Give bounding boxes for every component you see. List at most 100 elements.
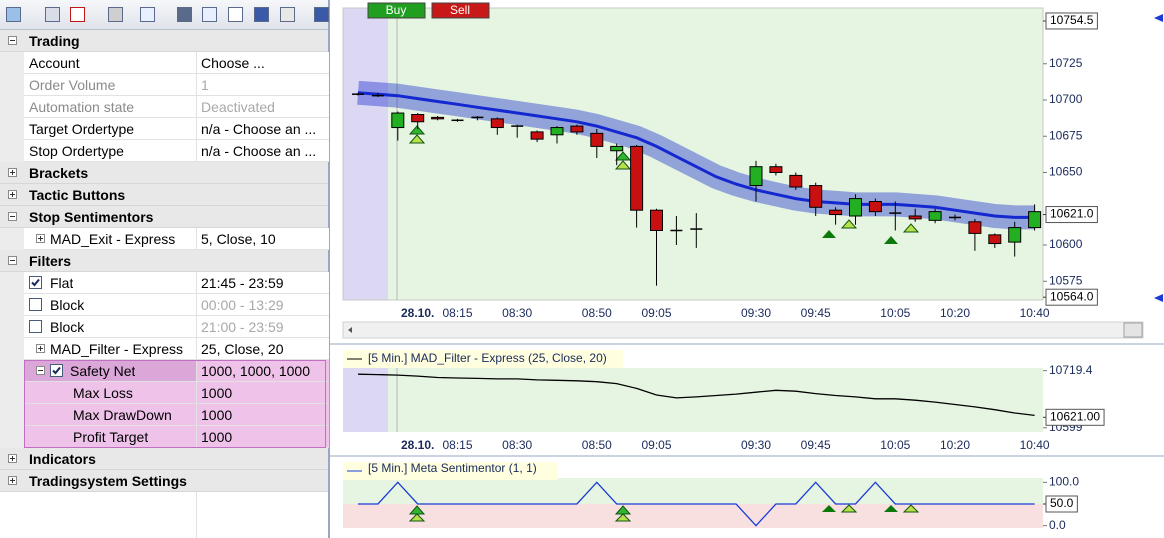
expander[interactable]: [8, 476, 17, 485]
candle-body: [530, 131, 544, 140]
property-row[interactable]: Block 00:00 - 13:29: [0, 294, 329, 316]
toolbar-button[interactable]: [254, 7, 269, 22]
price-marker-box: [1045, 288, 1098, 306]
expander[interactable]: [8, 190, 17, 199]
candle-body: [868, 201, 882, 213]
price-marker-box: [1045, 495, 1078, 513]
trade-button-label: Buy: [386, 3, 407, 17]
candle-body: [1008, 227, 1022, 243]
price-marker-label: 10621.0: [1050, 207, 1094, 221]
property-label: Stop Ordertype: [29, 143, 124, 159]
candle-body: [411, 114, 425, 123]
category-bg: [0, 30, 328, 52]
toolbar-button[interactable]: [280, 7, 295, 22]
property-label: Account: [29, 55, 80, 71]
category-row[interactable]: Stop Sentimentors: [0, 206, 328, 228]
property-value: 00:00 - 13:29: [201, 297, 284, 313]
toolbar-button[interactable]: [202, 7, 217, 22]
row-gutter: [0, 118, 24, 140]
property-row[interactable]: Max Loss 1000: [0, 382, 329, 404]
x-tick-label: 09:30: [741, 306, 771, 320]
candle-body: [650, 209, 663, 231]
category-row[interactable]: Filters: [0, 250, 328, 272]
signal: [902, 504, 920, 513]
property-row[interactable]: Account Choose ...: [0, 52, 329, 74]
property-row[interactable]: Target Ordertype n/a - Choose an ...: [0, 118, 329, 140]
candle-body: [988, 234, 1002, 245]
expander[interactable]: [36, 234, 45, 243]
row-gutter: [0, 140, 24, 162]
x-tick-label: 08:30: [502, 306, 532, 320]
x-tick-label: 09:05: [641, 306, 671, 320]
property-value: n/a - Choose an ...: [201, 143, 317, 159]
signal: [822, 230, 836, 238]
property-row[interactable]: Stop Ordertype n/a - Choose an ...: [0, 140, 329, 162]
category-bg: [0, 250, 328, 272]
x-tick-label: 10:20: [940, 306, 970, 320]
signal: [614, 151, 632, 161]
property-row[interactable]: Flat 21:45 - 23:59: [0, 272, 329, 294]
property-row[interactable]: Order Volume 1: [0, 74, 329, 96]
panel-title: [5 Min.] Meta Sentimentor (1, 1): [368, 461, 537, 475]
trade-button[interactable]: [431, 2, 490, 19]
category-row[interactable]: Trading: [0, 30, 328, 52]
toolbar-button[interactable]: [140, 7, 155, 22]
scrollbar-thumb[interactable]: [1123, 322, 1143, 338]
property-row[interactable]: Safety Net 1000, 1000, 1000: [0, 360, 329, 382]
property-row[interactable]: MAD_Exit - Express 5, Close, 10: [0, 228, 329, 250]
x-tick-label: 09:45: [801, 306, 831, 320]
checkbox[interactable]: [29, 276, 42, 289]
panel-header-bg: [343, 350, 623, 368]
category-row[interactable]: Brackets: [0, 162, 328, 184]
row-gutter: [0, 360, 24, 382]
value-cell: [196, 96, 329, 118]
candle-body: [391, 112, 405, 129]
toolbar-button[interactable]: [108, 7, 123, 22]
expander-glyph: [10, 478, 15, 483]
expander[interactable]: [8, 212, 17, 221]
category-row[interactable]: Tradingsystem Settings: [0, 470, 328, 492]
expander-glyph: [10, 170, 15, 175]
candle-body: [928, 211, 942, 221]
check-mark: [31, 278, 40, 287]
toolbar-button[interactable]: [228, 7, 243, 22]
property-row[interactable]: MAD_Filter - Express 25, Close, 20: [0, 338, 329, 360]
row-gutter: [0, 316, 24, 338]
property-row[interactable]: Block 21:00 - 23:59: [0, 316, 329, 338]
trade-button[interactable]: [367, 2, 426, 19]
expander[interactable]: [8, 454, 17, 463]
toolbar-button[interactable]: [70, 7, 85, 22]
expander[interactable]: [36, 344, 45, 353]
toolbar-button[interactable]: [314, 7, 329, 22]
property-row[interactable]: Max DrawDown 1000: [0, 404, 329, 426]
candle-body: [968, 221, 982, 234]
expander[interactable]: [8, 36, 17, 45]
property-row[interactable]: Automation state Deactivated: [0, 96, 329, 118]
expander[interactable]: [36, 366, 45, 375]
row-gutter: [0, 404, 24, 426]
band-center: [357, 91, 1035, 219]
expander[interactable]: [8, 256, 17, 265]
scrollbar[interactable]: [342, 321, 1144, 339]
toolbar-button[interactable]: [177, 7, 192, 22]
property-value: 25, Close, 20: [201, 341, 284, 357]
y-tick-label: 10575: [1049, 273, 1083, 287]
upper-zone: [343, 478, 1043, 504]
category-bg: [0, 206, 328, 228]
toolbar-button[interactable]: [45, 7, 60, 22]
x-tick-label: 09:05: [641, 438, 671, 452]
checkbox[interactable]: [29, 320, 42, 333]
session-shade: [388, 8, 1043, 300]
y-tick-label: 10675: [1049, 128, 1083, 142]
expander[interactable]: [8, 168, 17, 177]
x-tick-label: 28.10.: [401, 438, 434, 452]
property-row[interactable]: Profit Target 1000: [0, 426, 329, 448]
toolbar-button[interactable]: [6, 7, 21, 22]
y-tick-label: 10650: [1049, 165, 1083, 179]
checkbox[interactable]: [29, 298, 42, 311]
scroll-left-arrow[interactable]: [348, 327, 352, 333]
category-row[interactable]: Tactic Buttons: [0, 184, 328, 206]
y-tick-label: 10600: [1049, 237, 1083, 251]
checkbox[interactable]: [50, 364, 63, 377]
category-row[interactable]: Indicators: [0, 448, 328, 470]
